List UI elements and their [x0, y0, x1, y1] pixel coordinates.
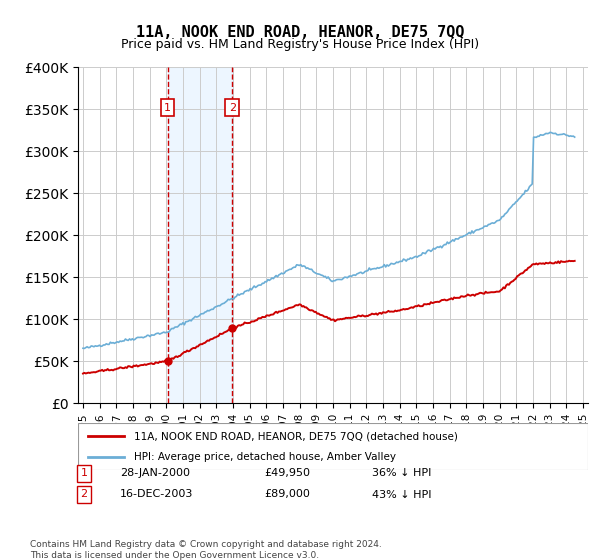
Text: 2: 2 [229, 102, 236, 113]
Text: 1: 1 [164, 102, 171, 113]
Bar [167, 67, 232, 403]
Text: Price paid vs. HM Land Registry's House Price Index (HPI): Price paid vs. HM Land Registry's House … [121, 38, 479, 51]
Text: 36% ↓ HPI: 36% ↓ HPI [372, 468, 431, 478]
Text: £89,000: £89,000 [264, 489, 310, 500]
Text: HPI: Average price, detached house, Amber Valley: HPI: Average price, detached house, Ambe… [134, 452, 396, 462]
Text: 11A, NOOK END ROAD, HEANOR, DE75 7QQ (detached house): 11A, NOOK END ROAD, HEANOR, DE75 7QQ (de… [134, 431, 458, 441]
Text: 16-DEC-2003: 16-DEC-2003 [120, 489, 193, 500]
Text: £49,950: £49,950 [264, 468, 310, 478]
Text: 2: 2 [80, 489, 88, 500]
Text: 11A, NOOK END ROAD, HEANOR, DE75 7QQ: 11A, NOOK END ROAD, HEANOR, DE75 7QQ [136, 25, 464, 40]
Text: 28-JAN-2000: 28-JAN-2000 [120, 468, 190, 478]
Text: Contains HM Land Registry data © Crown copyright and database right 2024.
This d: Contains HM Land Registry data © Crown c… [30, 540, 382, 560]
Text: 43% ↓ HPI: 43% ↓ HPI [372, 489, 431, 500]
FancyBboxPatch shape [78, 423, 588, 470]
Text: 1: 1 [80, 468, 88, 478]
